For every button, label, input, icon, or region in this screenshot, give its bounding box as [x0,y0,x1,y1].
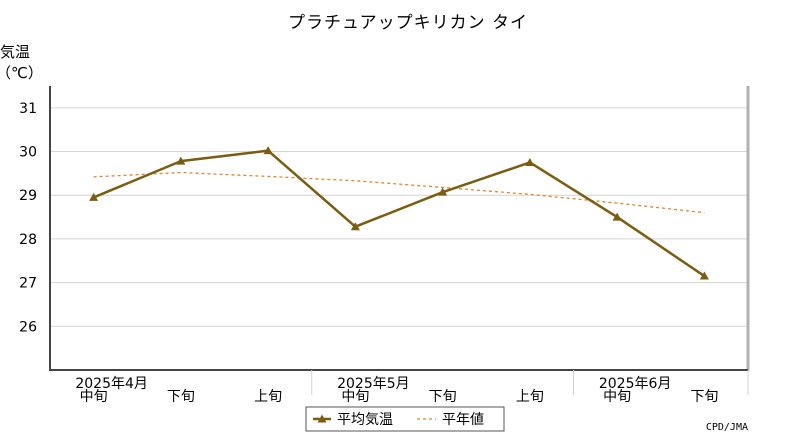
plot-area: 26 27 28 29 30 31 中旬 下旬 上旬 中旬 下旬 上旬 中旬 下旬 2025年4月 2025年… [19,86,750,405]
data-point-average [612,212,622,221]
x-tick-label: 上旬 [516,389,544,405]
x-tick-label: 中旬 [80,389,108,405]
x-tick-label: 中旬 [341,389,369,405]
y-tick-label: 29 [19,188,37,204]
data-point-average [525,157,535,166]
data-point-average [438,187,448,196]
y-axis-label: 気温 [0,43,30,61]
y-axis-unit: （℃） [0,64,43,82]
legend-triangle-marker [317,414,327,423]
data-point-average [699,271,709,280]
x-tick-label: 中旬 [603,389,631,405]
data-point-average [176,156,186,165]
legend: 平均気温 平年値 [305,406,505,432]
x-tick-label: 下旬 [690,389,718,405]
data-point-average [350,222,360,231]
data-point-average [263,146,273,155]
series-line-average [93,149,706,278]
chart-title: プラチュアップキリカン タイ [288,13,528,33]
legend-label-average: 平均気温 [337,412,393,428]
month-label: 2025年6月 [599,376,672,392]
x-tick-label: 下旬 [167,389,195,405]
y-tick-label: 26 [19,319,37,335]
x-tick-label: 上旬 [254,389,282,405]
series-line-normal [93,171,705,214]
month-label: 2025年5月 [337,376,410,392]
legend-label-normal: 平年値 [442,412,484,428]
y-tick-label: 27 [19,276,37,292]
data-point-average [89,192,99,201]
source-label: CPD/JMA [706,422,748,433]
y-tick-label: 28 [19,232,37,248]
legend-box [305,406,505,432]
y-tick-label: 31 [19,101,37,117]
y-tick-label: 30 [19,145,37,161]
x-tick-label: 下旬 [429,389,457,405]
month-label: 2025年4月 [75,376,148,392]
